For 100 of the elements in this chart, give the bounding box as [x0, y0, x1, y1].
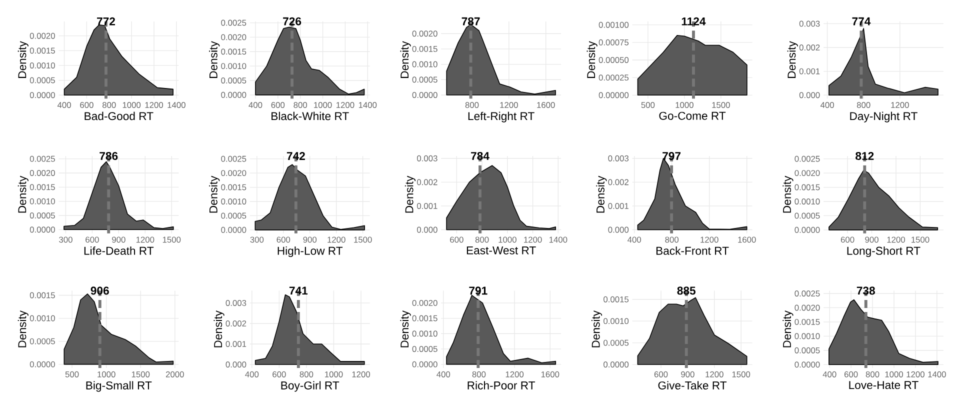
x-tick-label: 1200	[891, 102, 909, 108]
y-tick-label: 0.0025	[221, 156, 246, 162]
y-tick-label: 0.00000	[598, 92, 629, 98]
y-tick-label: 0.003	[799, 20, 820, 27]
x-axis-title: Bad-Good RT	[84, 112, 154, 120]
y-tick-label: 0.003	[417, 155, 438, 162]
y-axis-title: Density	[787, 41, 798, 78]
y-tick-label: 0.0010	[30, 62, 55, 68]
y-tick-label: 0.0015	[221, 48, 246, 55]
x-tick-label: 1400	[358, 102, 377, 108]
y-tick-label: 0.0000	[794, 226, 820, 233]
x-tick-label: 1200	[500, 102, 518, 108]
x-tick-label: 1000	[122, 102, 141, 108]
y-tick-label: 0.002	[226, 320, 246, 326]
ref-line-label: 906	[90, 286, 109, 295]
x-axis-title: Black-White RT	[272, 112, 349, 120]
x-axis-title: Give-Take RT	[658, 381, 727, 390]
x-tick-label: 1200	[145, 102, 164, 108]
y-tick-label: 0.0005	[604, 340, 629, 346]
y-tick-label: 0.0000	[221, 226, 246, 233]
y-tick-label: 0.0010	[30, 315, 55, 322]
ref-line-label: 774	[852, 17, 871, 26]
y-tick-label: 0.00075	[598, 39, 629, 46]
y-axis-title: Density	[782, 176, 794, 213]
y-tick-label: 0.000	[226, 362, 246, 368]
x-tick-label: 400	[436, 371, 450, 378]
y-tick-label: 0.0000	[30, 226, 55, 233]
x-axis-title: Life-Death RT	[84, 246, 154, 255]
y-tick-label: 0.0000	[412, 92, 438, 98]
x-tick-label: 1500	[162, 236, 181, 243]
ref-line-label: 772	[97, 17, 115, 26]
y-tick-label: 0.0005	[221, 78, 246, 84]
y-tick-label: 0.0005	[412, 76, 438, 83]
x-tick-label: 1200	[700, 236, 718, 243]
x-tick-label: 1200	[336, 102, 354, 108]
y-tick-label: 0.0025	[30, 156, 55, 162]
x-tick-label: 1000	[676, 102, 694, 108]
y-tick-label: 0.001	[417, 202, 438, 209]
x-tick-label: 1000	[885, 371, 904, 378]
y-tick-label: 0.0005	[30, 338, 55, 344]
y-tick-label: 0.0020	[412, 30, 438, 37]
y-axis-title: Density	[596, 176, 607, 213]
x-tick-label: 800	[472, 371, 486, 378]
x-tick-label: 800	[866, 371, 880, 378]
x-tick-label: 400	[245, 371, 259, 378]
y-tick-label: 0.000	[608, 226, 629, 233]
x-tick-label: 1000	[314, 102, 332, 108]
x-axis-title: Long-Short RT	[847, 246, 920, 258]
x-tick-label: 400	[628, 236, 642, 243]
y-tick-label: 0.001	[226, 341, 246, 347]
y-tick-label: 0.0015	[30, 292, 55, 298]
x-tick-label: 600	[80, 102, 94, 108]
x-tick-label: 900	[303, 236, 317, 243]
x-tick-label: 1500	[132, 371, 150, 378]
y-axis-title: Density	[400, 310, 411, 348]
ref-line-label: 797	[662, 152, 681, 160]
y-tick-label: 0.0010	[221, 198, 246, 204]
x-tick-label: 400	[248, 102, 262, 108]
x-tick-label: 1600	[541, 371, 560, 378]
y-tick-label: 0.001	[608, 202, 628, 209]
y-tick-label: 0.0020	[221, 34, 246, 40]
y-tick-label: 0.001	[799, 68, 820, 74]
y-tick-label: 0.0000	[30, 361, 55, 368]
ref-line-label: 787	[462, 17, 480, 26]
y-tick-label: 0.0000	[604, 362, 629, 368]
y-tick-label: 0.0000	[412, 361, 438, 368]
ref-line-label: 1124	[682, 17, 706, 26]
x-axis-title: Big-Small RT	[86, 381, 152, 392]
y-tick-label: 0.0015	[794, 184, 820, 190]
y-axis-title: Density	[18, 176, 28, 213]
ref-line-label: 784	[471, 152, 490, 160]
y-axis-title: Density	[782, 310, 794, 348]
y-tick-label: 0.0015	[412, 46, 438, 52]
x-tick-label: 1600	[537, 102, 555, 108]
y-tick-label: 0.002	[608, 179, 628, 186]
y-tick-label: 0.00050	[598, 57, 629, 63]
y-tick-label: 0.0015	[30, 48, 55, 54]
y-axis-title: Density	[209, 41, 220, 78]
y-tick-label: 0.0015	[30, 184, 55, 190]
x-tick-label: 400	[822, 371, 836, 378]
x-tick-label: 900	[681, 371, 694, 378]
y-tick-label: 0.0020	[30, 170, 55, 176]
x-tick-label: 300	[250, 236, 264, 243]
x-tick-label: 600	[271, 102, 285, 108]
x-axis-title: Boy-Girl RT	[281, 381, 340, 392]
x-tick-label: 800	[665, 236, 679, 243]
y-tick-label: 0.0010	[412, 330, 438, 337]
x-tick-label: 600	[654, 371, 668, 378]
x-tick-label: 1500	[354, 236, 372, 243]
x-tick-label: 1200	[887, 236, 906, 243]
x-tick-label: 900	[112, 236, 126, 243]
y-axis-title: Density	[18, 41, 28, 78]
y-tick-label: 0.0005	[412, 346, 438, 352]
ref-line-label: 791	[469, 286, 488, 295]
y-tick-label: 0.0020	[30, 32, 55, 39]
x-tick-label: 600	[276, 236, 290, 243]
x-tick-label: 800	[294, 102, 308, 108]
y-axis-title: Density	[18, 310, 28, 348]
x-tick-label: 1500	[912, 236, 930, 243]
x-axis-title: High-Low RT	[278, 246, 343, 258]
